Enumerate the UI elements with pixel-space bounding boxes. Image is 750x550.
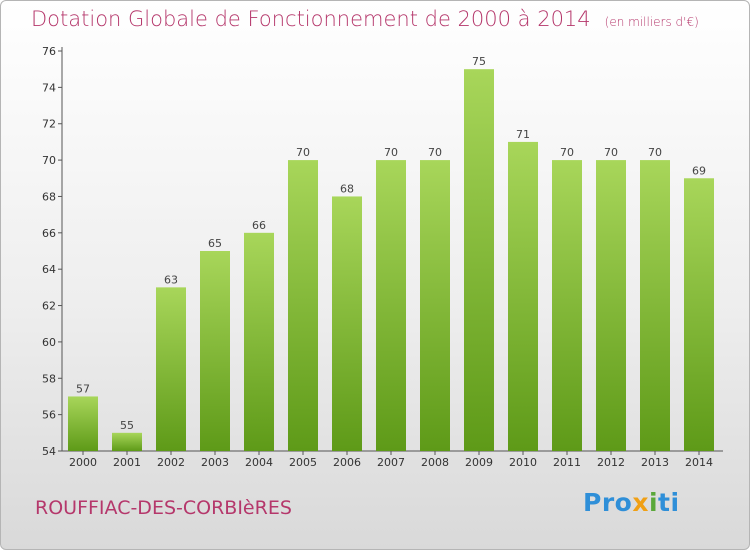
commune-name: ROUFFIAC-DES-CORBIèRES [35,497,292,519]
bar-2002 [156,287,186,451]
bar-2001 [112,432,142,451]
x-tick-label-2000: 2000 [69,456,97,469]
x-tick-label-2006: 2006 [333,456,361,469]
data-label-2006: 68 [340,182,354,195]
data-label-2009: 75 [472,55,486,68]
data-label-2007: 70 [384,146,398,159]
logo-part-pro: Pro [583,488,633,517]
x-tick-label-2002: 2002 [157,456,185,469]
bar-2009 [464,69,494,451]
data-label-2000: 57 [76,382,90,395]
y-tick-label: 72 [42,118,56,131]
x-tick-label-2012: 2012 [597,456,625,469]
x-tick-label-2009: 2009 [465,456,493,469]
data-label-2004: 66 [252,219,266,232]
chart-title: Dotation Globale de Fonctionnement de 20… [31,7,699,31]
logo-part-ti: ti [658,488,680,517]
y-tick-label: 54 [42,445,56,458]
y-tick-label: 74 [42,81,56,94]
data-label-2014: 69 [692,164,706,177]
data-label-2013: 70 [648,146,662,159]
logo-part-i: i [648,488,659,517]
x-tick-label-2007: 2007 [377,456,405,469]
x-tick-label-2013: 2013 [641,456,669,469]
bar-2007 [376,160,406,451]
bar-2003 [200,251,230,451]
bar-2013 [640,160,670,451]
bar-2005 [288,160,318,451]
x-tick-label-2014: 2014 [685,456,713,469]
x-tick-label-2008: 2008 [421,456,449,469]
x-tick-label-2003: 2003 [201,456,229,469]
bar-2004 [244,232,274,451]
y-tick-label: 56 [42,409,56,422]
y-tick-label: 58 [42,372,56,385]
proxiti-logo[interactable]: Proxiti [583,488,680,517]
bar-2008 [420,160,450,451]
x-tick-label-2001: 2001 [113,456,141,469]
y-tick-label: 60 [42,336,56,349]
y-tick-label: 68 [42,190,56,203]
bar-2012 [596,160,626,451]
x-tick-label-2005: 2005 [289,456,317,469]
title-text: Dotation Globale de Fonctionnement de 20… [31,7,591,31]
data-label-2005: 70 [296,146,310,159]
data-label-2011: 70 [560,146,574,159]
bar-2006 [332,196,362,451]
data-label-2002: 63 [164,273,178,286]
y-tick-label: 76 [42,45,56,58]
data-label-2003: 65 [208,237,222,250]
y-tick-label: 66 [42,227,56,240]
data-label-2001: 55 [120,419,134,432]
bar-2010 [508,141,538,451]
x-tick-label-2011: 2011 [553,456,581,469]
chart-axes: 54 56 58 60 62 64 66 68 70 72 74 76 2000 2001 2002 2003… [42,45,723,469]
chart-subtitle: (en milliers d'€) [604,15,699,29]
bar-2000 [68,396,98,451]
data-label-2012: 70 [604,146,618,159]
y-tick-label: 70 [42,154,56,167]
bar-2011 [552,160,582,451]
chart-bars: 57 55 63 65 66 70 68 70 70 75 71 70 70 70 69 [68,55,714,452]
x-tick-label-2010: 2010 [509,456,537,469]
y-tick-label: 62 [42,300,56,313]
data-label-2008: 70 [428,146,442,159]
bar-2014 [684,178,714,452]
data-label-2010: 71 [516,128,530,141]
y-tick-label: 64 [42,263,56,276]
x-tick-label-2004: 2004 [245,456,273,469]
logo-part-x: x [632,488,649,517]
